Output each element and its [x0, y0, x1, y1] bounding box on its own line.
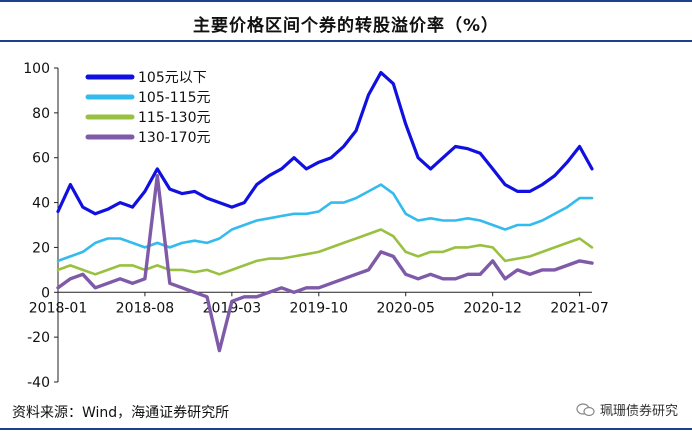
y-tick-label: 100 — [23, 61, 50, 77]
chart-legend: 105元以下 105-115元 115-130元 130-170元 — [85, 70, 211, 146]
x-tick-label: 2019-10 — [290, 300, 349, 316]
series-line-3 — [56, 228, 594, 276]
legend-label-1: 105元以下 — [138, 70, 207, 86]
y-tick-label: -40 — [27, 375, 50, 391]
legend-label-4: 130-170元 — [138, 130, 211, 146]
y-tick-label: 80 — [32, 106, 50, 122]
y-tick-label: -20 — [27, 330, 50, 346]
chart-series-group — [56, 70, 594, 353]
series-line-2 — [56, 183, 594, 263]
watermark-text: 珮珊债券研究 — [599, 404, 678, 419]
source-note: 资料来源：Wind，海通证券研究所 — [12, 405, 230, 421]
x-tick-label: 2021-07 — [550, 300, 609, 316]
chart-header: 主要价格区间个券的转股溢价率（%） — [0, 0, 692, 42]
y-tick-label: 40 — [32, 196, 50, 212]
x-tick-label: 2018-08 — [116, 300, 175, 316]
x-tick-label: 2018-01 — [29, 300, 88, 316]
x-tick-label: 2020-12 — [463, 300, 522, 316]
legend-label-2: 105-115元 — [138, 90, 211, 106]
series-line-4 — [56, 174, 594, 353]
x-tick-label: 2020-05 — [376, 300, 435, 316]
y-tick-label: 20 — [32, 240, 50, 256]
wechat-icon — [576, 402, 595, 416]
wechat-watermark: 珮珊债券研究 — [576, 400, 678, 419]
footer-rule — [0, 428, 692, 430]
series-line-1 — [56, 70, 594, 216]
y-tick-label: 60 — [32, 151, 50, 167]
legend-label-3: 115-130元 — [138, 110, 211, 126]
y-tick-label: 0 — [41, 285, 50, 301]
chart-title: 主要价格区间个券的转股溢价率（%） — [192, 16, 500, 36]
